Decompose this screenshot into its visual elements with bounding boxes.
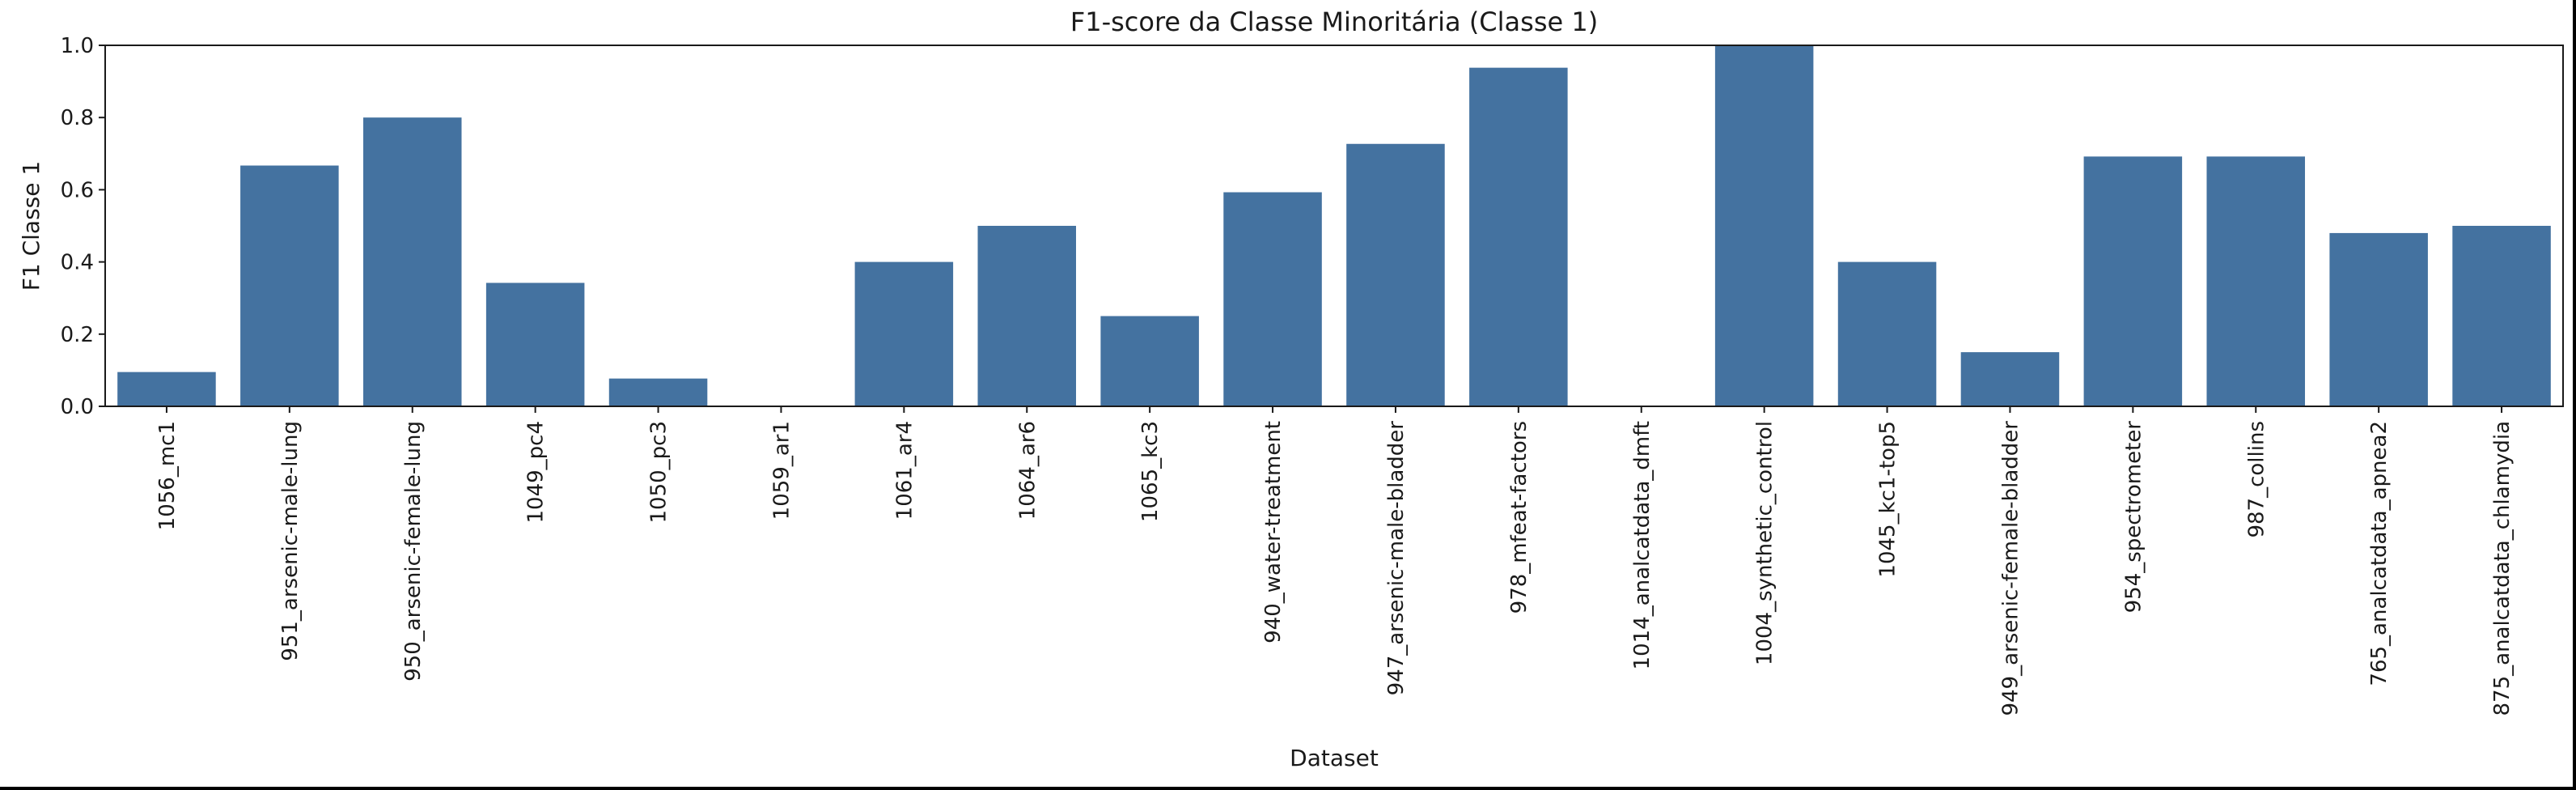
bar-1065_kc3 — [1100, 316, 1199, 406]
bar-1061_ar4 — [854, 261, 954, 406]
x-tick-label: 1049_pc4 — [524, 421, 549, 524]
x-tick-label: 940_water-treatment — [1261, 421, 1286, 643]
x-tick-label: 1014_analcatdata_dmft — [1630, 421, 1654, 669]
bar-940_water-treatment — [1223, 192, 1322, 406]
x-tick-label: 978_mfeat-factors — [1507, 421, 1532, 614]
window-edge-right — [2573, 0, 2576, 790]
y-axis-label: F1 Classe 1 — [18, 161, 44, 291]
x-axis-ticks: 1056_mc1 951_arsenic-male-lung 950_arsenic… — [155, 406, 2515, 716]
x-tick-label: 951_arsenic-male-lung — [278, 421, 303, 661]
x-tick-label: 987_collins — [2244, 421, 2269, 538]
y-tick-label: 1.0 — [61, 34, 94, 58]
bar-875_analcatdata_chlamydia — [2452, 226, 2551, 406]
bar-951_arsenic-male-lung — [240, 165, 339, 406]
x-tick-label: 765_analcatdata_apnea2 — [2367, 421, 2392, 686]
x-tick-label: 875_analcatdata_chlamydia — [2490, 421, 2515, 716]
bar-978_mfeat-factors — [1469, 67, 1568, 406]
bar-1049_pc4 — [485, 282, 585, 406]
y-axis-ticks: 0.0 0.2 0.4 0.6 0.8 1.0 — [61, 34, 105, 419]
x-tick-label: 1059_ar1 — [769, 421, 794, 520]
bar-1056_mc1 — [117, 372, 216, 406]
window-edge-bottom — [0, 787, 2576, 790]
bar-954_spectrometer — [2083, 156, 2183, 407]
x-tick-label: 1004_synthetic_control — [1753, 421, 1777, 665]
x-axis-label: Dataset — [1290, 745, 1379, 771]
bar-765_analcatdata_apnea2 — [2329, 232, 2428, 406]
y-tick-label: 0.8 — [61, 106, 94, 130]
x-tick-label: 1064_ar6 — [1015, 421, 1040, 520]
y-tick-label: 0.6 — [61, 178, 94, 202]
bar-1045_kc1-top5 — [1837, 261, 1937, 406]
x-tick-label: 1056_mc1 — [155, 421, 180, 530]
x-tick-label: 1061_ar4 — [892, 421, 917, 520]
bar-1050_pc3 — [608, 378, 708, 406]
x-tick-label: 950_arsenic-female-lung — [401, 421, 426, 682]
y-tick-label: 0.4 — [61, 251, 94, 275]
x-tick-label: 1050_pc3 — [647, 421, 672, 524]
y-tick-label: 0.0 — [61, 395, 94, 419]
x-tick-label: 947_arsenic-male-bladder — [1384, 421, 1409, 696]
x-tick-label: 1045_kc1-top5 — [1876, 421, 1900, 578]
y-tick-label: 0.2 — [61, 323, 94, 347]
bar-987_collins — [2206, 156, 2306, 407]
bar-1004_synthetic_control — [1714, 45, 1814, 406]
bar-947_arsenic-male-bladder — [1346, 143, 1445, 406]
x-tick-label: 954_spectrometer — [2121, 421, 2146, 614]
bar-1064_ar6 — [977, 226, 1077, 406]
chart-title: F1-score da Classe Minoritária (Classe 1… — [1070, 6, 1598, 37]
plot-area-frame — [104, 45, 2564, 407]
bars-group — [117, 45, 2551, 407]
bar-949_arsenic-female-bladder — [1960, 352, 2060, 406]
bar-950_arsenic-female-lung — [362, 117, 462, 406]
x-tick-label: 1065_kc3 — [1138, 421, 1163, 522]
x-tick-label: 949_arsenic-female-bladder — [1998, 421, 2023, 716]
